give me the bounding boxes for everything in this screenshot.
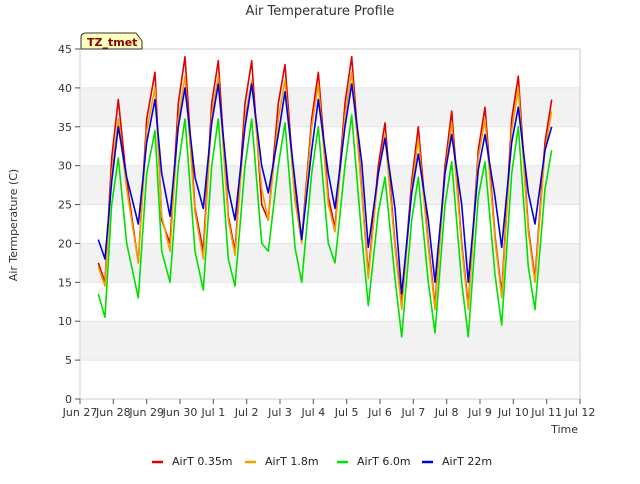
legend-label: AirT 1.8m (265, 455, 319, 468)
legend: AirT 0.35m AirT 1.8m AirT 6.0m AirT 22m (152, 455, 492, 468)
x-tick-label: Jul 10 (497, 406, 529, 419)
legend-label: AirT 22m (442, 455, 492, 468)
y-tick-label: 10 (58, 315, 72, 328)
x-tick-label: Jul 3 (267, 406, 292, 419)
series-line (97, 83, 553, 295)
x-tick-label: Jul 12 (564, 406, 596, 419)
x-tick-label: Jul 5 (334, 406, 359, 419)
y-axis-ticks: 0 5 10 15 20 25 30 35 40 45 (58, 43, 80, 406)
x-tick-label: Jun 29 (128, 406, 164, 419)
series-line (97, 114, 553, 338)
y-tick-label: 0 (65, 393, 72, 406)
y-axis-label: Air Termperature (C) (7, 169, 20, 281)
legend-label: AirT 6.0m (357, 455, 411, 468)
badge-label: TZ_tmet (87, 36, 137, 49)
x-tick-label: Jul 1 (200, 406, 225, 419)
x-tick-label: Jul 2 (234, 406, 259, 419)
x-tick-label: Jun 30 (162, 406, 198, 419)
plot-area-frame (79, 48, 581, 400)
grid-band (80, 321, 580, 361)
grid-bands (80, 87, 580, 361)
x-tick-label: Jun 28 (95, 406, 131, 419)
chart-title: Air Temperature Profile (246, 4, 395, 19)
y-tick-label: 45 (58, 43, 72, 56)
x-tick-label: Jun 27 (62, 406, 98, 419)
y-tick-label: 40 (58, 82, 72, 95)
y-tick-label: 5 (65, 354, 72, 367)
y-tick-label: 35 (58, 121, 72, 134)
grid-band (80, 87, 580, 127)
legend-label: AirT 0.35m (172, 455, 233, 468)
y-tick-label: 30 (58, 160, 72, 173)
x-tick-label: Jul 11 (530, 406, 562, 419)
x-tick-label: Jul 4 (300, 406, 325, 419)
y-tick-label: 15 (58, 276, 72, 289)
x-tick-label: Jul 9 (467, 406, 492, 419)
badge-shape (80, 32, 143, 50)
x-tick-label: Jul 6 (367, 406, 392, 419)
x-tick-label: Jul 8 (434, 406, 459, 419)
station-badge: TZ_tmet (80, 32, 143, 50)
y-tick-label: 20 (58, 237, 72, 250)
x-axis-label: Time (550, 423, 578, 436)
y-tick-label: 25 (58, 199, 72, 212)
x-tick-label: Jul 7 (400, 406, 425, 419)
series-layer (97, 55, 553, 338)
